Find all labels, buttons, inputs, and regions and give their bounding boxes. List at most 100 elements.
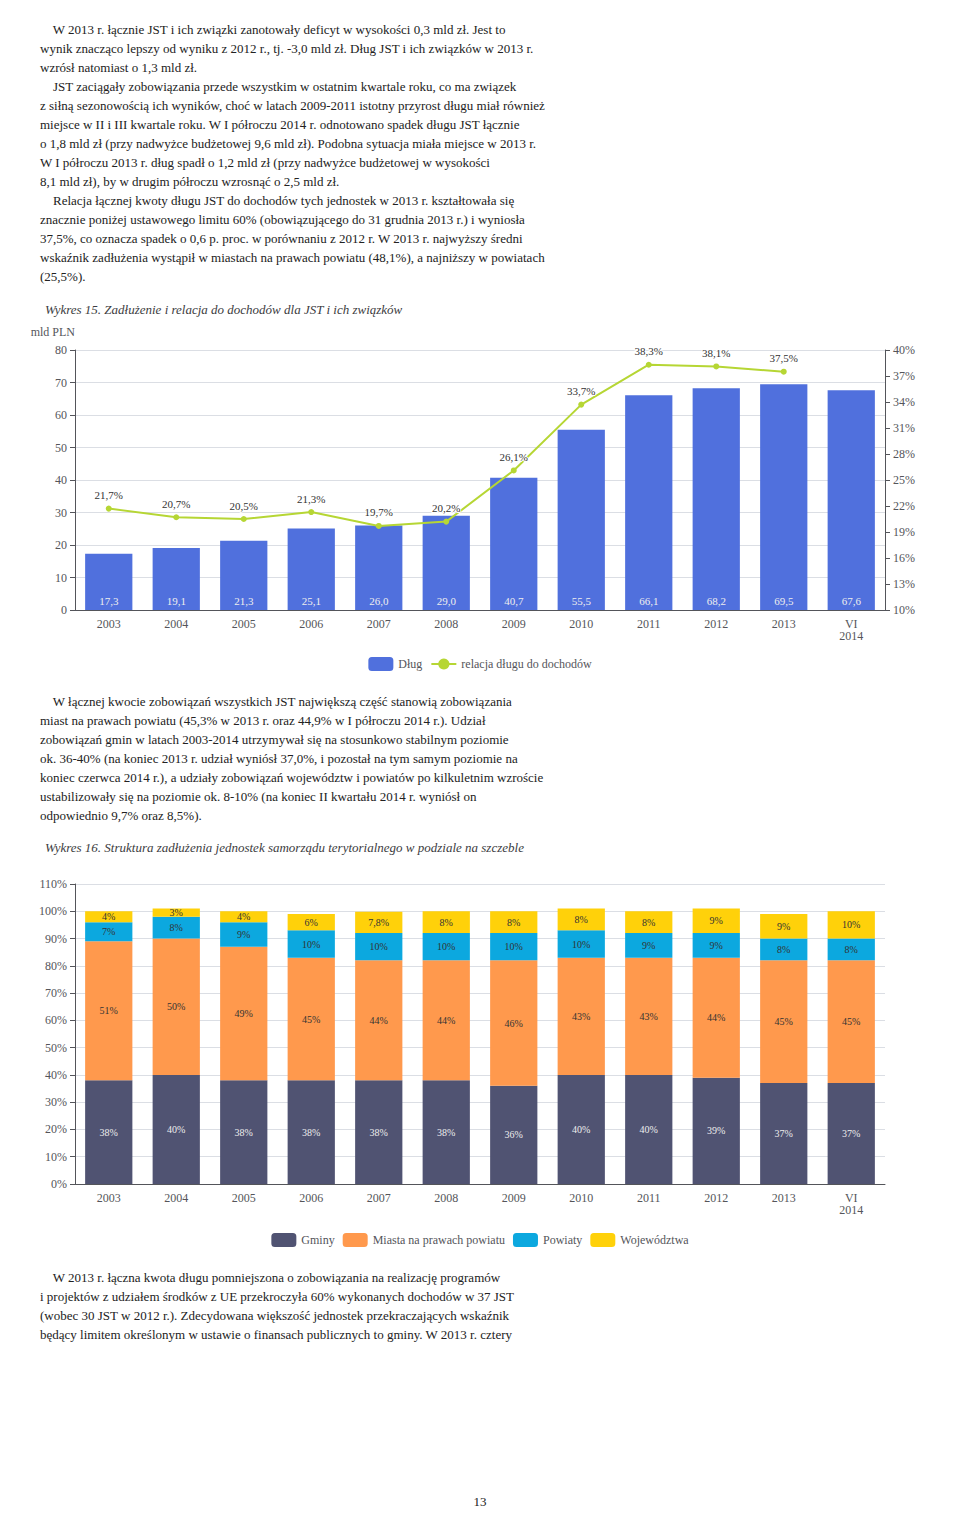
svg-text:69,5: 69,5: [774, 595, 794, 607]
svg-text:44%: 44%: [437, 1015, 455, 1026]
svg-text:2009: 2009: [502, 617, 526, 631]
svg-text:8%: 8%: [507, 917, 520, 928]
svg-text:2009: 2009: [502, 1191, 526, 1205]
svg-text:31%: 31%: [893, 421, 915, 435]
svg-text:miejsce w II i III kwartale ro: miejsce w II i III kwartale roku. W I pó…: [40, 117, 520, 132]
svg-text:2006: 2006: [299, 1191, 323, 1205]
svg-text:38%: 38%: [302, 1127, 320, 1138]
svg-text:(wobec 30 JST w 2012 r.). Zdec: (wobec 30 JST w 2012 r.). Zdecydowana wi…: [40, 1308, 510, 1323]
svg-text:10%: 10%: [893, 603, 915, 617]
svg-text:2005: 2005: [232, 1191, 256, 1205]
svg-text:2004: 2004: [164, 617, 188, 631]
svg-text:20,5%: 20,5%: [230, 500, 258, 512]
svg-text:z siłną sezonowością ich wynik: z siłną sezonowością ich wyników, choć w…: [40, 98, 545, 113]
svg-text:38,3%: 38,3%: [635, 345, 663, 357]
svg-text:Dług: Dług: [398, 657, 422, 671]
svg-text:2007: 2007: [367, 617, 391, 631]
svg-text:60: 60: [55, 408, 67, 422]
svg-text:2011: 2011: [637, 1191, 661, 1205]
svg-text:45%: 45%: [842, 1016, 860, 1027]
svg-text:8%: 8%: [575, 914, 588, 925]
svg-text:21,7%: 21,7%: [95, 489, 123, 501]
svg-text:Miasta na prawach powiatu: Miasta na prawach powiatu: [373, 1233, 505, 1247]
svg-text:8%: 8%: [170, 922, 183, 933]
svg-text:8%: 8%: [642, 917, 655, 928]
svg-text:66,1: 66,1: [639, 595, 658, 607]
svg-text:25,1: 25,1: [302, 595, 321, 607]
svg-text:będący limitem określonym w us: będący limitem określonym w ustawie o fi…: [40, 1327, 512, 1342]
svg-text:2011: 2011: [637, 617, 661, 631]
svg-text:10%: 10%: [505, 941, 523, 952]
svg-text:9%: 9%: [710, 915, 723, 926]
svg-text:10%: 10%: [572, 939, 590, 950]
svg-text:45%: 45%: [302, 1014, 320, 1025]
svg-text:29,0: 29,0: [437, 595, 457, 607]
svg-text:2010: 2010: [569, 617, 593, 631]
svg-text:80%: 80%: [45, 959, 67, 973]
svg-text:38%: 38%: [370, 1127, 388, 1138]
svg-text:26,0: 26,0: [369, 595, 389, 607]
svg-text:51%: 51%: [100, 1005, 118, 1016]
svg-text:40%: 40%: [640, 1124, 658, 1135]
svg-text:38%: 38%: [437, 1127, 455, 1138]
svg-text:3%: 3%: [170, 907, 183, 918]
svg-text:wzrósł natomiast o 1,3 mld zł.: wzrósł natomiast o 1,3 mld zł.: [40, 60, 197, 75]
svg-text:37%: 37%: [842, 1128, 860, 1139]
svg-text:20,2%: 20,2%: [432, 502, 460, 514]
svg-text:znacznie poniżej ustawowego li: znacznie poniżej ustawowego limitu 60% (…: [40, 212, 525, 227]
svg-text:0%: 0%: [51, 1177, 67, 1191]
svg-text:25%: 25%: [893, 473, 915, 487]
svg-text:o 1,8 mld zł (przy nadwyżce bu: o 1,8 mld zł (przy nadwyżce budżetowej 9…: [40, 136, 536, 151]
svg-text:13: 13: [474, 1494, 487, 1509]
svg-text:W I półroczu 2013 r. dług spad: W I półroczu 2013 r. dług spadł o 1,2 ml…: [40, 155, 490, 170]
svg-text:8,1 mld zł), by w drugim półro: 8,1 mld zł), by w drugim półroczu wzrosn…: [40, 174, 339, 189]
svg-text:22%: 22%: [893, 499, 915, 513]
svg-text:39%: 39%: [707, 1125, 725, 1136]
svg-text:7,8%: 7,8%: [368, 917, 389, 928]
svg-text:55,5: 55,5: [572, 595, 592, 607]
svg-text:i projektów z udziałem środków: i projektów z udziałem środków z UE prze…: [40, 1289, 514, 1304]
svg-text:37%: 37%: [775, 1128, 793, 1139]
svg-text:44%: 44%: [370, 1015, 388, 1026]
svg-text:2004: 2004: [164, 1191, 188, 1205]
svg-text:34%: 34%: [893, 395, 915, 409]
svg-text:odpowiednio 9,7% oraz 8,5%).: odpowiednio 9,7% oraz 8,5%).: [40, 808, 202, 823]
svg-text:43%: 43%: [572, 1011, 590, 1022]
svg-text:50%: 50%: [45, 1041, 67, 1055]
svg-text:2013: 2013: [772, 1191, 796, 1205]
svg-text:9%: 9%: [777, 921, 790, 932]
svg-text:40%: 40%: [167, 1124, 185, 1135]
svg-text:2012: 2012: [704, 1191, 728, 1205]
svg-text:8%: 8%: [777, 944, 790, 955]
svg-text:90%: 90%: [45, 932, 67, 946]
svg-text:100%: 100%: [39, 904, 67, 918]
svg-text:2003: 2003: [97, 1191, 121, 1205]
svg-text:Wykres 15. Zadłużenie i relacj: Wykres 15. Zadłużenie i relacja do docho…: [45, 302, 403, 317]
svg-text:40%: 40%: [45, 1068, 67, 1082]
svg-text:0: 0: [61, 603, 67, 617]
svg-text:2008: 2008: [434, 1191, 458, 1205]
svg-text:10%: 10%: [45, 1150, 67, 1164]
svg-text:2012: 2012: [704, 617, 728, 631]
svg-text:JST zaciągały zobowiązania prz: JST zaciągały zobowiązania przede wszyst…: [40, 79, 517, 94]
svg-text:(25,5%).: (25,5%).: [40, 269, 86, 284]
svg-text:45%: 45%: [775, 1016, 793, 1027]
svg-text:2014: 2014: [839, 629, 863, 643]
svg-text:30: 30: [55, 506, 67, 520]
svg-text:37,5%, co oznacza spadek o 0,6: 37,5%, co oznacza spadek o 0,6 p. proc. …: [40, 231, 523, 246]
svg-text:70%: 70%: [45, 986, 67, 1000]
svg-text:W 2013 r. łączna kwota długu p: W 2013 r. łączna kwota długu pomniejszon…: [40, 1270, 501, 1285]
svg-text:2006: 2006: [299, 617, 323, 631]
svg-text:6%: 6%: [305, 917, 318, 928]
svg-text:Wykres 16. Struktura zadłużeni: Wykres 16. Struktura zadłużenia jednoste…: [45, 840, 524, 855]
svg-text:koniec czerwca 2014 r.), a udz: koniec czerwca 2014 r.), a udziały zobow…: [40, 770, 543, 785]
svg-text:W łącznej kwocie zobowiązań ws: W łącznej kwocie zobowiązań wszystkich J…: [40, 694, 512, 709]
svg-text:43%: 43%: [640, 1011, 658, 1022]
svg-text:miast na prawach powiatu (45,3: miast na prawach powiatu (45,3% w 2013 r…: [40, 713, 486, 728]
svg-text:46%: 46%: [505, 1018, 523, 1029]
svg-text:10%: 10%: [842, 919, 860, 930]
svg-text:40: 40: [55, 473, 67, 487]
svg-text:wskaźnik zadłużenia wystąpił w: wskaźnik zadłużenia wystąpił w miastach …: [40, 250, 545, 265]
svg-text:37%: 37%: [893, 369, 915, 383]
svg-text:8%: 8%: [845, 944, 858, 955]
